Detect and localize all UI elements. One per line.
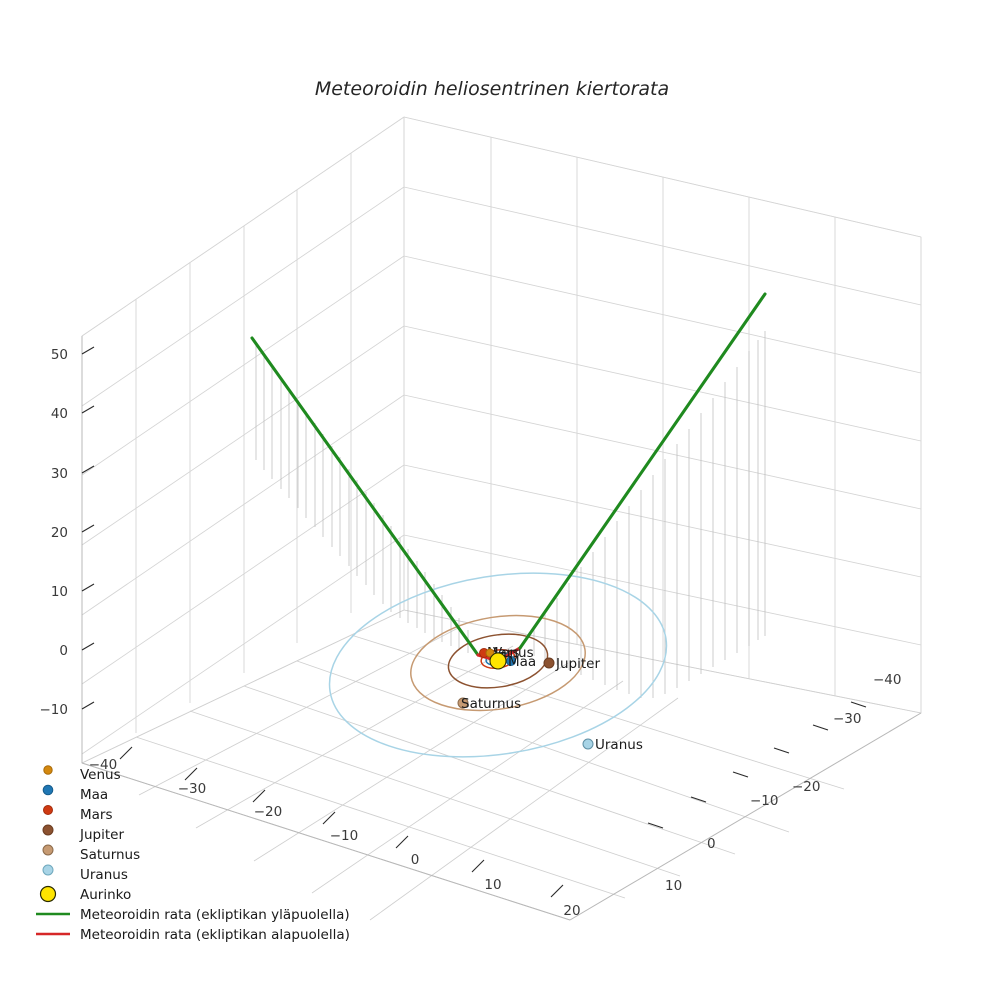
legend-label-below-ecliptic[interactable]: Meteoroidin rata (ekliptikan alapuolella… [80, 927, 350, 943]
x-tickmark [550, 884, 564, 898]
orbit-uranus [328, 572, 668, 758]
z-tick-label-20: 20 [51, 525, 68, 541]
z-tick-label-40: 40 [51, 406, 68, 422]
planet-markers: Uranus Saturnus Jupiter Mars Venus Maa [457, 645, 643, 753]
x-tick-label-neg20: −20 [254, 804, 283, 820]
legend-label-saturnus[interactable]: Saturnus [80, 847, 140, 863]
x-tickmark [119, 746, 133, 760]
label-saturnus: Saturnus [461, 696, 521, 712]
x-tick-label-neg10: −10 [330, 828, 359, 844]
z-axis: 50 40 30 20 10 0 −10 [40, 346, 95, 718]
z-tick-label-neg10: −10 [40, 702, 69, 718]
z-tickmark [81, 701, 95, 710]
y-tickmark [690, 796, 707, 803]
z-tickmark [81, 583, 95, 592]
legend-label-maa[interactable]: Maa [80, 787, 108, 803]
y-tick-label-0: 0 [707, 836, 716, 852]
z-tickmark [81, 524, 95, 533]
pane-floor [80, 609, 923, 921]
legend-label-venus[interactable]: Venus [80, 767, 121, 783]
z-tickmark [81, 346, 95, 355]
z-tick-label-10: 10 [51, 584, 68, 600]
y-tickmark [647, 822, 664, 829]
legend-marker-venus [43, 765, 53, 775]
z-tick-label-30: 30 [51, 466, 68, 482]
axis-spines [81, 336, 922, 921]
x-tick-label-0: 0 [411, 852, 420, 868]
orbit-saturnus [410, 614, 586, 712]
z-tick-label-0: 0 [59, 643, 68, 659]
x-tick-label-neg40: −40 [89, 757, 118, 773]
x-tickmark [252, 789, 266, 803]
z-tickmark [81, 642, 95, 651]
x-tick-label-neg30: −30 [178, 781, 207, 797]
y-axis: −40 −30 −20 −10 0 10 [647, 672, 902, 894]
y-tickmark [812, 724, 829, 731]
legend-marker-maa [42, 784, 54, 796]
y-tick-label-neg40: −40 [873, 672, 902, 688]
marker-uranus[interactable] [582, 738, 594, 750]
legend: Venus Maa Mars Jupiter Saturnus Uranus A… [36, 765, 350, 943]
label-jupiter: Jupiter [555, 656, 600, 672]
marker-jupiter[interactable] [543, 657, 555, 669]
legend-marker-uranus [42, 864, 54, 876]
legend-label-mars[interactable]: Mars [80, 807, 113, 823]
legend-label-uranus[interactable]: Uranus [80, 867, 128, 883]
z-tick-label-50: 50 [51, 347, 68, 363]
x-tick-label-20: 20 [563, 903, 580, 919]
trajectory-above-ecliptic-right [518, 292, 767, 650]
z-tickmark [81, 405, 95, 414]
trajectory-projection-stems [255, 331, 766, 698]
legend-label-aurinko[interactable]: Aurinko [80, 887, 131, 903]
legend-label-jupiter[interactable]: Jupiter [79, 827, 124, 843]
y-tickmark [773, 747, 790, 754]
x-tickmark [395, 835, 409, 849]
axes-panes [80, 116, 923, 921]
x-tickmark [184, 767, 198, 781]
y-tick-label-10: 10 [665, 878, 682, 894]
y-tick-label-neg20: −20 [792, 779, 821, 795]
x-tickmark [471, 859, 485, 873]
y-tick-label-neg30: −30 [833, 711, 862, 727]
pane-right-wall [403, 116, 922, 714]
x-tick-label-10: 10 [484, 877, 501, 893]
x-tickmark [322, 811, 336, 825]
legend-marker-jupiter [42, 824, 54, 836]
y-tick-label-neg10: −10 [750, 793, 779, 809]
label-earth: Maa [508, 654, 536, 670]
legend-marker-mars [43, 805, 53, 815]
legend-label-above-ecliptic[interactable]: Meteoroidin rata (ekliptikan yläpuolella… [80, 907, 350, 923]
trajectory-above-ecliptic-left [250, 336, 480, 657]
orbit-jupiter [447, 633, 549, 689]
y-tickmark [732, 771, 749, 778]
x-axis: −40 −30 −20 −10 0 10 20 [89, 746, 581, 919]
label-uranus: Uranus [595, 737, 643, 753]
page-title: Meteoroidin heliosentrinen kiertorata [315, 78, 669, 100]
marker-sun[interactable] [489, 652, 507, 670]
marker-saturnus[interactable] [457, 697, 469, 709]
z-tickmark [81, 465, 95, 474]
y-tickmark [850, 701, 867, 708]
legend-marker-saturnus [42, 844, 54, 856]
legend-marker-aurinko [39, 885, 57, 903]
pane-left-wall [81, 116, 405, 764]
